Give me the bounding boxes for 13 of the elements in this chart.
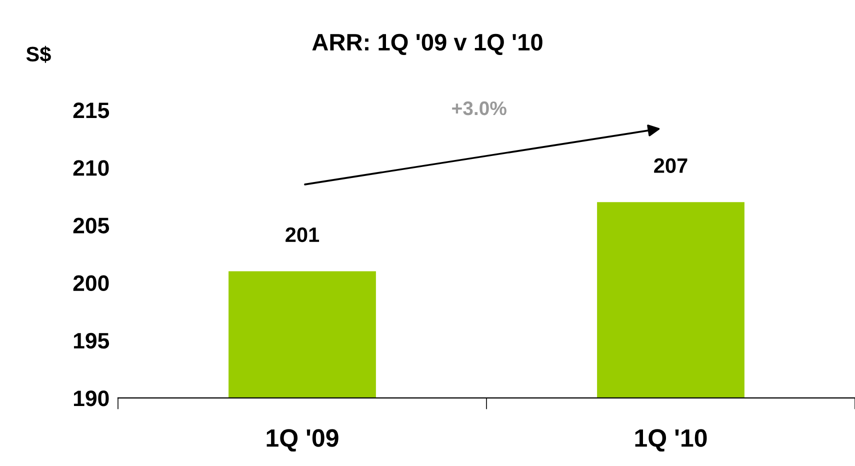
y-tick-label: 215 bbox=[73, 102, 110, 118]
y-tick-label: 195 bbox=[74, 332, 110, 349]
y-axis-title: S$ bbox=[26, 46, 51, 63]
y-tick-label: 210 bbox=[73, 160, 109, 176]
annotation: +3.0% bbox=[452, 101, 506, 116]
data-label: 201 bbox=[286, 227, 320, 242]
x-tick-label: 1Q '09 bbox=[266, 429, 338, 452]
x-tick-label: 1Q '10 bbox=[635, 429, 707, 452]
y-tick-label: 190 bbox=[74, 390, 109, 406]
data-label: 207 bbox=[654, 158, 688, 174]
y-tick-label: 200 bbox=[73, 275, 109, 292]
chart-title: ARR: 1Q '09 v 1Q '10 bbox=[312, 34, 542, 56]
y-tick-label: 205 bbox=[73, 218, 110, 234]
